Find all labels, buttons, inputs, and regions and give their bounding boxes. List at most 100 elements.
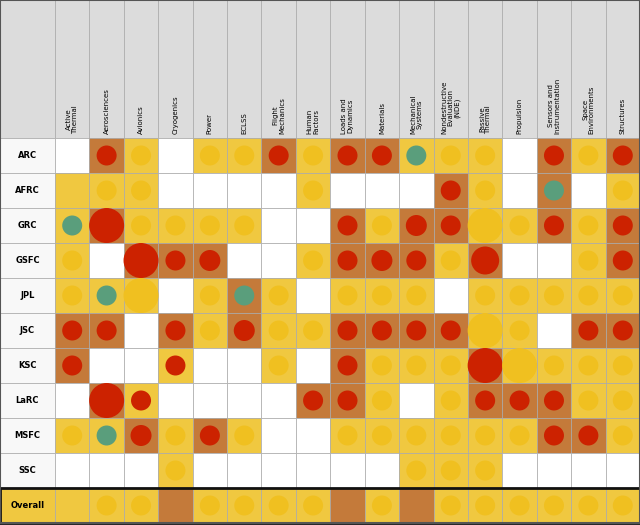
Circle shape bbox=[441, 181, 461, 201]
Bar bbox=[468, 383, 502, 418]
Bar bbox=[571, 138, 605, 173]
Bar bbox=[0, 488, 55, 523]
Bar bbox=[399, 138, 433, 173]
Circle shape bbox=[612, 181, 633, 201]
Circle shape bbox=[475, 145, 495, 165]
Bar bbox=[537, 173, 571, 208]
Text: Passive
Thermal: Passive Thermal bbox=[479, 105, 492, 134]
Bar bbox=[124, 488, 158, 523]
Bar bbox=[365, 488, 399, 523]
Bar bbox=[330, 453, 365, 488]
Bar bbox=[468, 418, 502, 453]
Bar bbox=[330, 243, 365, 278]
Bar bbox=[55, 278, 90, 313]
Bar bbox=[193, 383, 227, 418]
Bar bbox=[193, 418, 227, 453]
Bar bbox=[55, 383, 90, 418]
Bar bbox=[227, 383, 262, 418]
Bar bbox=[365, 208, 399, 243]
Circle shape bbox=[372, 496, 392, 516]
Bar bbox=[399, 173, 433, 208]
Text: Structures: Structures bbox=[620, 98, 626, 134]
Circle shape bbox=[441, 496, 461, 516]
Text: Human
Factors: Human Factors bbox=[307, 109, 319, 134]
Circle shape bbox=[269, 286, 289, 306]
Bar bbox=[193, 138, 227, 173]
Bar bbox=[55, 313, 90, 348]
Circle shape bbox=[337, 145, 358, 165]
Circle shape bbox=[579, 250, 598, 270]
Text: Active
Thermal: Active Thermal bbox=[66, 105, 79, 134]
Circle shape bbox=[269, 320, 289, 341]
Bar bbox=[502, 383, 537, 418]
Circle shape bbox=[441, 320, 461, 341]
Text: JPL: JPL bbox=[20, 291, 35, 300]
Circle shape bbox=[372, 215, 392, 236]
Bar bbox=[605, 383, 640, 418]
Bar bbox=[158, 243, 193, 278]
Text: ARC: ARC bbox=[18, 151, 37, 160]
Circle shape bbox=[372, 391, 392, 411]
Bar bbox=[571, 173, 605, 208]
Circle shape bbox=[62, 250, 82, 270]
Circle shape bbox=[441, 250, 461, 270]
Bar bbox=[571, 383, 605, 418]
Circle shape bbox=[509, 286, 529, 306]
Circle shape bbox=[303, 145, 323, 165]
Circle shape bbox=[468, 208, 502, 243]
Bar bbox=[0, 488, 640, 523]
Text: KSC: KSC bbox=[19, 361, 36, 370]
Circle shape bbox=[303, 250, 323, 270]
Bar bbox=[296, 0, 330, 138]
Bar bbox=[193, 173, 227, 208]
Circle shape bbox=[234, 425, 254, 446]
Circle shape bbox=[131, 391, 151, 411]
Bar bbox=[296, 348, 330, 383]
Circle shape bbox=[544, 145, 564, 165]
Circle shape bbox=[97, 145, 116, 165]
Bar bbox=[330, 0, 365, 138]
Circle shape bbox=[468, 313, 502, 348]
Bar bbox=[158, 138, 193, 173]
Bar bbox=[90, 418, 124, 453]
Bar bbox=[0, 208, 55, 243]
Circle shape bbox=[612, 425, 633, 446]
Bar bbox=[262, 0, 296, 138]
Bar bbox=[365, 313, 399, 348]
Bar bbox=[605, 173, 640, 208]
Circle shape bbox=[471, 247, 499, 275]
Circle shape bbox=[337, 215, 358, 236]
Bar bbox=[468, 0, 502, 138]
Bar bbox=[537, 313, 571, 348]
Bar bbox=[537, 488, 571, 523]
Bar bbox=[193, 278, 227, 313]
Bar bbox=[537, 0, 571, 138]
Bar bbox=[227, 313, 262, 348]
Bar bbox=[537, 243, 571, 278]
Circle shape bbox=[612, 496, 633, 516]
Circle shape bbox=[303, 391, 323, 411]
Bar bbox=[502, 313, 537, 348]
Circle shape bbox=[509, 215, 529, 236]
Text: AFRC: AFRC bbox=[15, 186, 40, 195]
Circle shape bbox=[166, 355, 186, 375]
Bar bbox=[605, 313, 640, 348]
Circle shape bbox=[269, 355, 289, 375]
Bar bbox=[158, 418, 193, 453]
Text: JSC: JSC bbox=[20, 326, 35, 335]
Bar bbox=[571, 0, 605, 138]
Circle shape bbox=[124, 243, 159, 278]
Circle shape bbox=[166, 320, 186, 341]
Circle shape bbox=[475, 425, 495, 446]
Text: Avionics: Avionics bbox=[138, 105, 144, 134]
Bar bbox=[55, 173, 90, 208]
Circle shape bbox=[166, 425, 186, 446]
Bar bbox=[330, 488, 365, 523]
Circle shape bbox=[612, 215, 633, 236]
Bar bbox=[468, 278, 502, 313]
Text: Loads and
Dynamics: Loads and Dynamics bbox=[341, 98, 354, 134]
Bar bbox=[55, 488, 90, 523]
Bar bbox=[571, 348, 605, 383]
Bar bbox=[605, 348, 640, 383]
Circle shape bbox=[131, 425, 152, 446]
